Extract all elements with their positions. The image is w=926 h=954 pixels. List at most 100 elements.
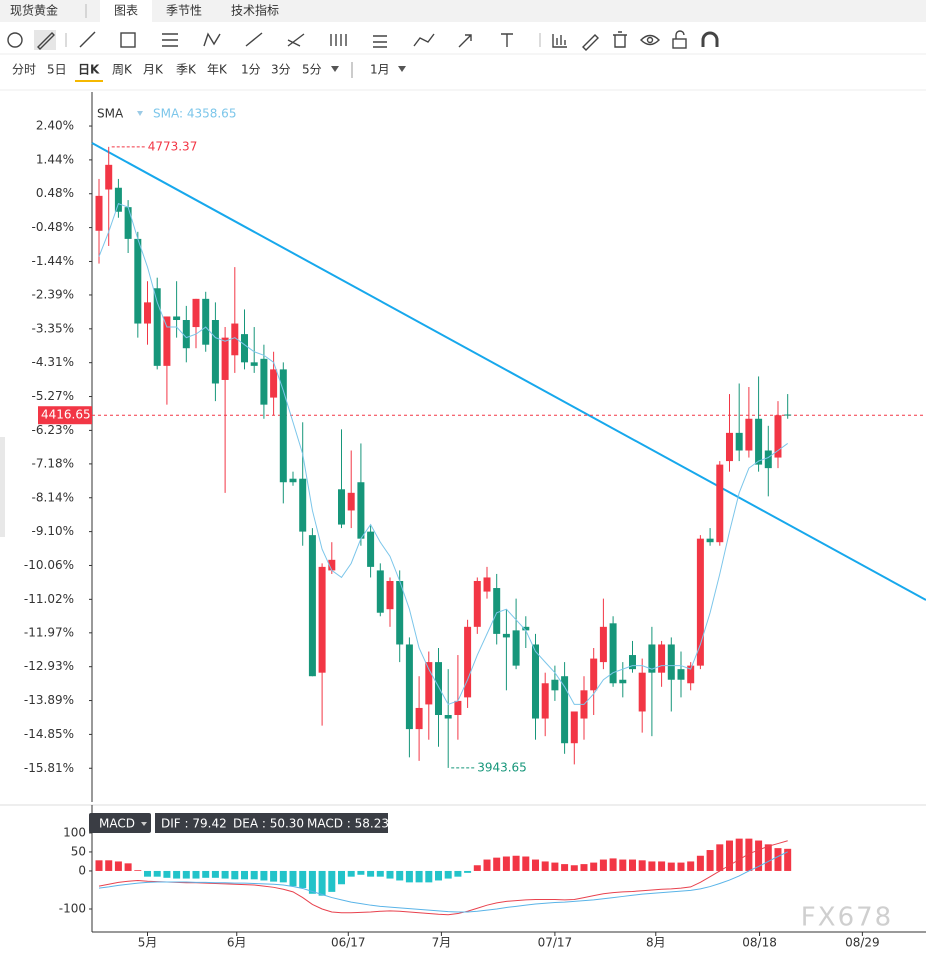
tool-icon[interactable]: [37, 32, 55, 50]
candle-body: [570, 711, 578, 744]
macd-bar: [357, 870, 365, 875]
tool-icon[interactable]: [79, 31, 96, 48]
legend-box: [155, 813, 388, 833]
indicator-badge[interactable]: [89, 813, 151, 833]
tool-icon[interactable]: [640, 34, 660, 46]
tool-icon[interactable]: [287, 33, 305, 47]
period-option[interactable]: 日K: [78, 63, 100, 77]
sma-line: [98, 202, 788, 706]
period-option[interactable]: 年K: [207, 63, 228, 77]
period-option[interactable]: 5日: [47, 63, 67, 77]
range-selector[interactable]: 1月: [370, 63, 390, 77]
tool-icon[interactable]: [582, 34, 599, 51]
period-option[interactable]: 季K: [176, 63, 197, 77]
candle-body: [318, 566, 326, 673]
macd-bar: [202, 870, 210, 878]
y-tick-label: -15.81%: [24, 761, 74, 775]
candle-body: [745, 418, 753, 451]
macd-bar: [561, 864, 569, 871]
y-tick-label: -12.93%: [24, 659, 74, 673]
tool-icon[interactable]: [7, 32, 23, 48]
candle-body: [114, 187, 122, 212]
candle-body: [357, 482, 365, 539]
period-option[interactable]: 分时: [12, 63, 36, 77]
y-tick-label: -8.14%: [32, 490, 74, 504]
header-bar: [0, 0, 926, 22]
tool-icon[interactable]: [120, 32, 136, 48]
tool-icon[interactable]: [613, 31, 627, 48]
y-tick-label: -4.31%: [32, 355, 74, 369]
candle-body: [182, 320, 190, 349]
candle-body: [338, 489, 346, 525]
tool-icon[interactable]: [552, 34, 567, 48]
macd-bar: [250, 870, 258, 880]
candle-body: [347, 492, 355, 511]
period-option[interactable]: 5分: [302, 63, 322, 77]
candle-body: [667, 644, 675, 680]
candle-body: [716, 464, 724, 543]
candle-body: [599, 626, 607, 663]
candle-body: [153, 288, 161, 366]
x-tick-label: 6月: [227, 936, 247, 950]
tool-icon[interactable]: [203, 32, 221, 47]
x-tick-label: 06/17: [331, 936, 366, 950]
candle-body: [648, 644, 656, 673]
candle-body: [415, 707, 423, 730]
candle-body: [531, 644, 539, 719]
candle-body: [270, 369, 278, 398]
macd-bar: [124, 863, 132, 871]
candle-body: [444, 715, 452, 719]
candle-body: [396, 580, 404, 645]
macd-bar: [270, 870, 278, 882]
x-tick-label: 08/29: [845, 936, 880, 950]
period-option[interactable]: 周K: [112, 63, 133, 77]
period-option[interactable]: 月K: [143, 63, 164, 77]
y-tick-label: 50: [71, 844, 86, 858]
candle-body: [755, 418, 763, 465]
candle-body: [367, 531, 375, 567]
y-tick-label: 100: [63, 825, 86, 839]
candle-body: [541, 683, 549, 719]
tool-icon[interactable]: [672, 38, 687, 49]
period-option[interactable]: 1分: [241, 63, 261, 77]
candle-body: [619, 679, 627, 684]
macd-bar: [473, 865, 481, 871]
candle-body: [696, 538, 704, 666]
candle-body: [464, 626, 472, 698]
tool-icon[interactable]: [330, 34, 347, 46]
indicator-value: SMA: 4358.65: [153, 107, 236, 121]
tool-icon[interactable]: [162, 33, 178, 47]
candle-body: [211, 320, 219, 384]
tab[interactable]: 季节性: [166, 4, 202, 18]
dropdown-arrow[interactable]: [141, 822, 147, 826]
tool-icon[interactable]: [245, 32, 263, 47]
selected-underline: [75, 80, 103, 82]
tool-icon[interactable]: [501, 33, 513, 47]
tab[interactable]: 技术指标: [231, 3, 279, 18]
side-handle[interactable]: [0, 437, 5, 537]
last-price-box: [38, 406, 92, 425]
indicator-name: SMA: [97, 107, 124, 121]
dropdown-arrow[interactable]: [331, 66, 406, 72]
macd-bar: [725, 840, 733, 871]
macd-bar: [648, 861, 656, 871]
candle-body: [105, 164, 113, 190]
macd-bar: [735, 838, 743, 871]
trend-line[interactable]: [91, 142, 926, 601]
tool-icon[interactable]: [413, 33, 435, 47]
y-tick-label: -3.35%: [32, 321, 74, 335]
tool-icon[interactable]: [373, 35, 387, 48]
macd-bar: [163, 870, 171, 878]
macd-bar: [687, 861, 695, 871]
tool-icon[interactable]: [701, 31, 719, 47]
y-tick-label: -2.39%: [32, 287, 74, 301]
tool-icon[interactable]: [458, 34, 472, 48]
period-option[interactable]: 3分: [271, 63, 291, 77]
tab[interactable]: 图表: [114, 4, 138, 18]
candle-body: [260, 358, 268, 405]
macd-line: [98, 840, 788, 916]
tool-icon: [646, 36, 654, 44]
dropdown-arrow[interactable]: [137, 111, 143, 116]
candle-body: [784, 414, 792, 416]
